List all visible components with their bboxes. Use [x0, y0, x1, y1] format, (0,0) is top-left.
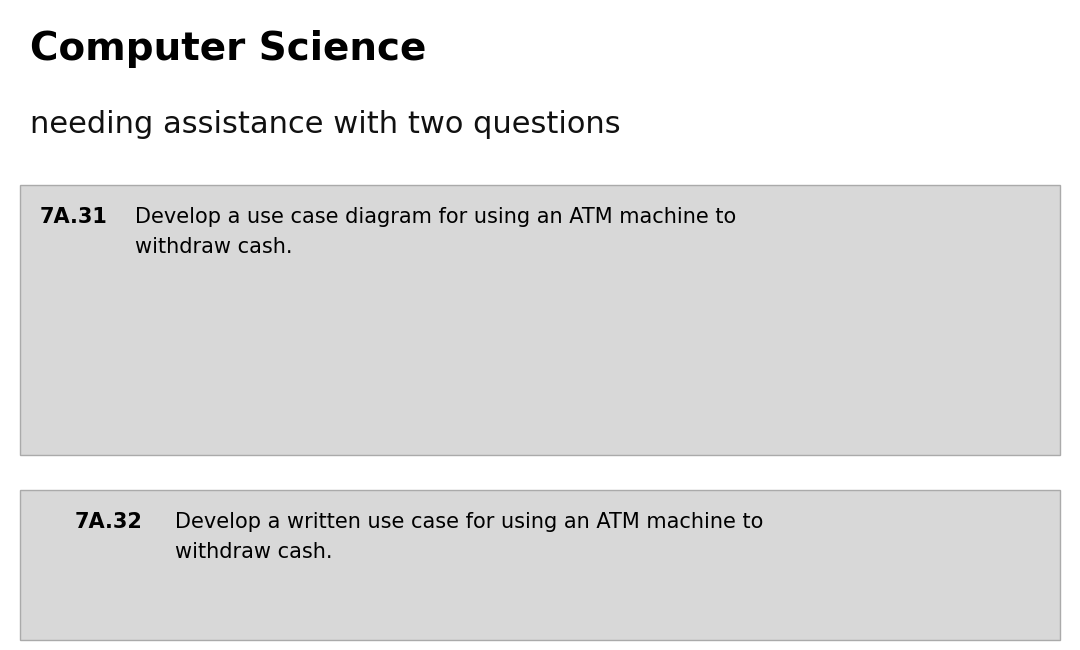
FancyBboxPatch shape [21, 490, 1059, 640]
Text: Develop a written use case for using an ATM machine to: Develop a written use case for using an … [175, 512, 764, 532]
Text: withdraw cash.: withdraw cash. [175, 542, 333, 562]
Text: 7A.32: 7A.32 [75, 512, 143, 532]
Text: Develop a use case diagram for using an ATM machine to: Develop a use case diagram for using an … [135, 207, 737, 227]
Text: Computer Science: Computer Science [30, 30, 427, 68]
Text: 7A.31: 7A.31 [40, 207, 108, 227]
FancyBboxPatch shape [21, 185, 1059, 455]
Text: withdraw cash.: withdraw cash. [135, 237, 293, 257]
Text: needing assistance with two questions: needing assistance with two questions [30, 110, 621, 139]
